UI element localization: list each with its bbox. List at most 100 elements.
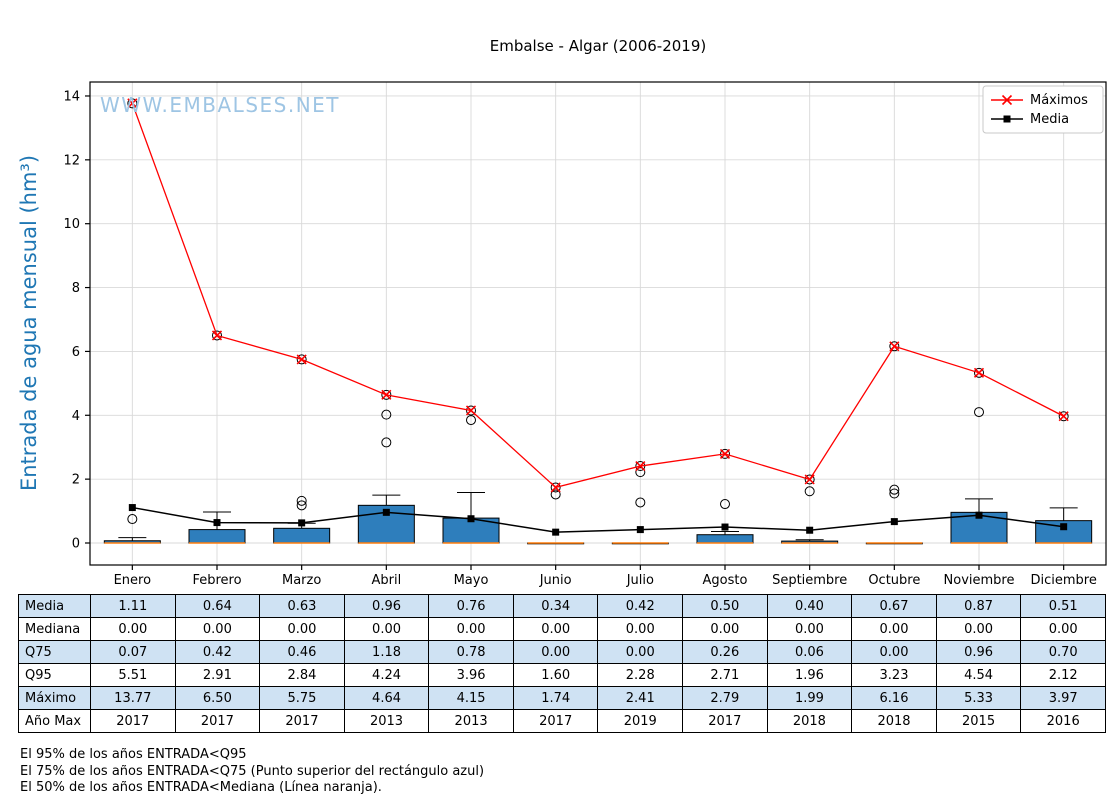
table-cell: 0.00 [90,617,176,641]
flier-circle [1058,411,1069,422]
y-tick-label: 2 [72,473,80,488]
table-cell: 2013 [428,709,514,733]
table-cell: 13.77 [90,686,176,710]
flier-circle [550,489,561,500]
x-tick-label: Octubre [868,573,920,588]
table-cell: 1.60 [512,663,599,687]
table-cell: 6.50 [174,686,261,710]
y-tick-label: 0 [72,537,80,552]
maximos-line [131,103,1064,489]
flier-circle [804,486,815,497]
flier-circle [127,514,138,525]
media-marker [975,511,983,519]
table-row: Q95 5.51 2.91 2.84 4.24 3.96 1.60 2.28 2.71 1.96 3… [18,663,1106,687]
footnotes: El 95% de los años ENTRADA<Q95 El 75% de… [20,747,484,797]
maximos-x-marker [550,482,561,493]
table-cell: 6.16 [851,686,937,710]
y-tick-label: 10 [63,217,80,232]
table-cell: 0.00 [343,617,430,641]
flier-circle [804,474,815,485]
maximos-x-marker [719,448,731,459]
table-cell: 0.63 [259,594,345,618]
footnote-q75: El 75% de los años ENTRADA<Q75 (Punto su… [20,763,485,779]
maximos-x-marker [804,474,815,485]
table-cell: 3.97 [1020,686,1106,710]
table-cell: 2.71 [682,663,768,687]
table-cell: 0.50 [682,594,768,618]
table-cell: 2018 [766,709,853,733]
legend-maximos-x-icon [1001,94,1013,106]
y-tick-label: 12 [63,153,80,168]
flier-circle [889,484,900,495]
table-row: Máximo 13.77 6.50 5.75 4.64 4.15 1.74 2.41 2.79 1… [18,686,1106,710]
table-cell: 0.64 [174,594,261,618]
flier-circle [974,407,984,418]
table-cell: 2018 [851,709,937,733]
maximos-x-marker [973,367,985,378]
table-row: Año Max 2017 2017 2017 2013 2013 2017 2019 2017 2… [18,709,1106,733]
legend-media-label: Media [1030,112,1069,127]
table-cell: 0.78 [428,640,514,664]
table-row: Media 1.11 0.64 0.63 0.96 0.76 0.34 0.42 0.50 0.4… [18,594,1106,618]
media-line [132,506,1064,533]
flier-circle [550,482,561,493]
y-axis-label: Entrada de agua mensual (hm³) [17,155,41,491]
plot-layer: 0 2 4 6 8 10 12 14 Enero Febrero Marzo Abril Mayo Jun… [63,81,1107,588]
table-cell: 0.76 [428,594,514,618]
table-cell: 0.00 [1020,617,1106,641]
table-row: Mediana 0.00 0.00 0.00 0.00 0.00 0.00 0.00 0.00 0… [18,617,1106,641]
table-cell: 2.41 [597,686,684,710]
media-marker [721,523,729,531]
table-cell: 2013 [343,709,430,733]
flier-circle [127,98,138,109]
flier-circle [381,389,392,400]
table-cell: 2017 [259,709,345,733]
flier-circle [296,500,307,511]
table-cell: 0.00 [512,640,599,664]
table-cell: 0.00 [259,617,345,641]
boxplot-box [188,529,246,544]
flier-circle [720,499,730,510]
footnote-q95: El 95% de los años ENTRADA<Q95 [20,747,247,762]
x-tick-label: Abril [371,573,401,588]
media-marker [382,508,390,516]
table-cell: 0.26 [682,640,768,664]
media-marker [636,526,644,534]
maximos-x-marker [889,341,900,352]
table-cell: 2017 [682,709,768,733]
legend-media-square-icon [1003,115,1011,123]
flier-circle [212,330,222,341]
table-cell: 0.00 [851,617,937,641]
media-marker [552,528,560,536]
x-tick-label: Agosto [703,573,748,588]
row-label: Año Max [18,709,91,733]
table-cell: 2017 [174,709,261,733]
row-label: Q95 [18,663,91,687]
maximos-x-marker [465,405,477,416]
media-marker [806,526,814,534]
flier-circle [296,495,307,506]
table-cell: 0.96 [935,640,1022,664]
table-cell: 1.74 [512,686,599,710]
flier-circle [635,497,646,508]
table-row: Q75 0.07 0.42 0.46 1.18 0.78 0.00 0.00 0.26 0.06 0… [18,640,1106,664]
watermark: WWW.EMBALSES.NET [100,93,340,117]
table-cell: 2019 [597,709,684,733]
table-cell: 0.67 [851,594,937,618]
y-tick-label: 4 [72,409,80,424]
table-cell: 4.54 [935,663,1022,687]
media-marker [467,515,475,523]
maximos-x-marker [127,98,138,109]
table-cell: 5.51 [90,663,176,687]
table-cell: 0.51 [1020,594,1106,618]
table-cell: 0.96 [343,594,430,618]
legend-maximos-label: Máximos [1030,93,1088,108]
flier-circle [889,488,900,499]
flier-circle [296,354,307,365]
x-tick-label: Mayo [454,573,489,588]
table-cell: 0.70 [1020,640,1106,664]
table-cell: 1.18 [343,640,430,664]
legend: Máximos Media [982,85,1104,134]
table-cell: 0.40 [766,594,853,618]
